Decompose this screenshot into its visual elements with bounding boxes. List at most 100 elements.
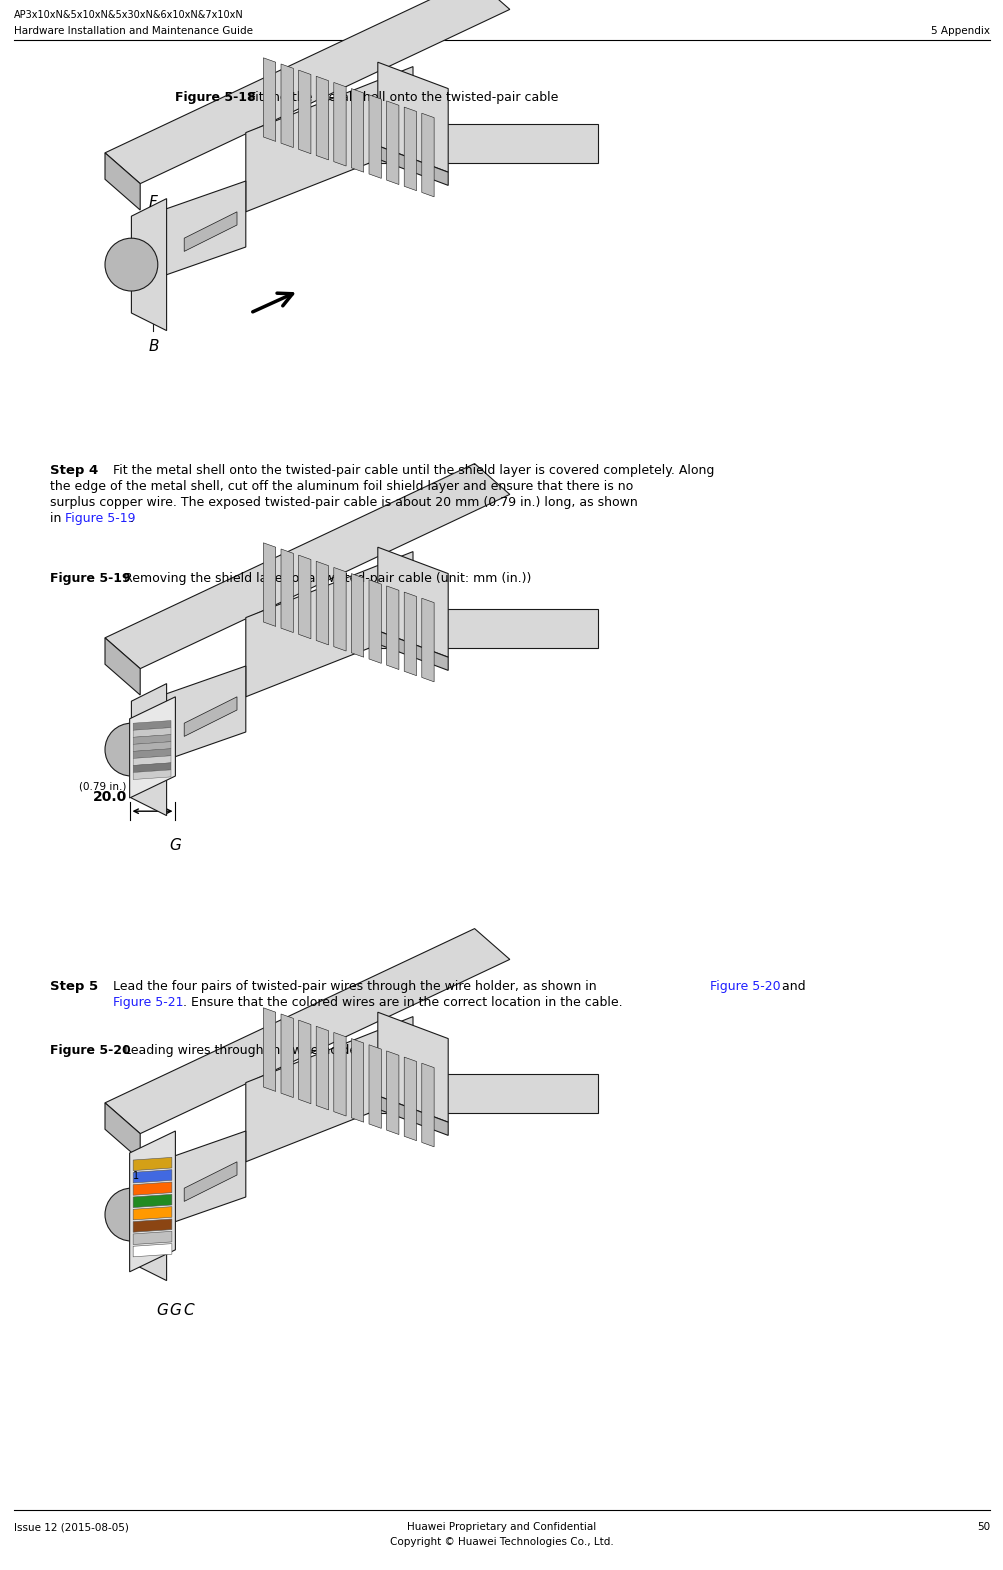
Polygon shape xyxy=(133,755,171,766)
Polygon shape xyxy=(281,1014,293,1097)
Text: AP3x10xN&5x10xN&5x30xN&6x10xN&7x10xN: AP3x10xN&5x10xN&5x30xN&6x10xN&7x10xN xyxy=(14,9,244,20)
Text: in: in xyxy=(50,512,65,524)
Polygon shape xyxy=(105,463,510,669)
Polygon shape xyxy=(133,769,171,780)
Text: Copyright © Huawei Technologies Co., Ltd.: Copyright © Huawei Technologies Co., Ltd… xyxy=(390,1537,613,1546)
Text: G: G xyxy=(170,1303,182,1317)
Polygon shape xyxy=(298,71,311,154)
Text: . Ensure that the colored wires are in the correct location in the cable.: . Ensure that the colored wires are in t… xyxy=(183,995,622,1010)
Text: (0.79 in.): (0.79 in.) xyxy=(79,782,126,791)
Polygon shape xyxy=(333,567,346,652)
Polygon shape xyxy=(281,550,293,633)
Polygon shape xyxy=(333,1033,346,1116)
Polygon shape xyxy=(421,1063,433,1146)
Polygon shape xyxy=(133,1182,172,1195)
Text: Huawei Proprietary and Confidential: Huawei Proprietary and Confidential xyxy=(407,1521,596,1532)
Polygon shape xyxy=(157,666,246,763)
Text: G: G xyxy=(156,1303,168,1317)
Polygon shape xyxy=(263,124,597,163)
Text: Figure 5-19: Figure 5-19 xyxy=(65,512,135,524)
Text: Removing the shield layer of a twisted-pair cable (unit: mm (in.)): Removing the shield layer of a twisted-p… xyxy=(120,571,531,586)
Ellipse shape xyxy=(105,239,157,290)
Polygon shape xyxy=(377,1013,447,1123)
Polygon shape xyxy=(316,1027,328,1110)
Polygon shape xyxy=(377,1096,447,1135)
Text: F: F xyxy=(148,195,157,210)
Polygon shape xyxy=(133,735,171,744)
Polygon shape xyxy=(404,592,416,675)
Polygon shape xyxy=(386,1050,398,1135)
Polygon shape xyxy=(281,64,293,148)
Polygon shape xyxy=(263,609,597,648)
Polygon shape xyxy=(133,1170,172,1182)
Text: Figure 5-20: Figure 5-20 xyxy=(709,980,780,992)
Polygon shape xyxy=(298,556,311,639)
Polygon shape xyxy=(133,1231,172,1245)
Polygon shape xyxy=(404,1057,416,1141)
Polygon shape xyxy=(105,928,510,1134)
Polygon shape xyxy=(184,697,237,736)
Polygon shape xyxy=(377,548,447,658)
Polygon shape xyxy=(184,1162,237,1201)
Polygon shape xyxy=(263,1008,276,1091)
Text: G: G xyxy=(170,838,182,853)
Polygon shape xyxy=(351,573,363,658)
Polygon shape xyxy=(351,88,363,173)
Text: Leading wires through the wire holder: Leading wires through the wire holder xyxy=(120,1044,362,1057)
Text: Lead the four pairs of twisted-pair wires through the wire holder, as shown in: Lead the four pairs of twisted-pair wire… xyxy=(113,980,600,992)
Ellipse shape xyxy=(105,1188,157,1240)
Polygon shape xyxy=(133,721,171,730)
Text: Figure 5-18: Figure 5-18 xyxy=(175,91,256,104)
Polygon shape xyxy=(133,1243,172,1258)
Polygon shape xyxy=(133,763,171,772)
Polygon shape xyxy=(129,697,176,798)
Polygon shape xyxy=(246,1017,412,1162)
Polygon shape xyxy=(133,1157,172,1171)
Polygon shape xyxy=(133,727,171,738)
Polygon shape xyxy=(369,94,381,179)
Polygon shape xyxy=(131,1149,166,1281)
Text: and: and xyxy=(777,980,804,992)
Polygon shape xyxy=(316,562,328,645)
Text: Figure 5-20: Figure 5-20 xyxy=(50,1044,130,1057)
Polygon shape xyxy=(246,551,412,697)
Polygon shape xyxy=(386,100,398,185)
Text: B: B xyxy=(148,339,158,355)
Polygon shape xyxy=(421,113,433,196)
Text: 1: 1 xyxy=(132,1171,138,1181)
Polygon shape xyxy=(184,212,237,251)
Polygon shape xyxy=(157,1130,246,1228)
Text: Step 5: Step 5 xyxy=(50,980,98,992)
Text: Step 4: Step 4 xyxy=(50,465,98,477)
Polygon shape xyxy=(263,1074,597,1113)
Text: 50: 50 xyxy=(976,1521,989,1532)
Text: Hardware Installation and Maintenance Guide: Hardware Installation and Maintenance Gu… xyxy=(14,27,253,36)
Ellipse shape xyxy=(105,724,157,776)
Text: 20.0: 20.0 xyxy=(92,790,126,804)
Polygon shape xyxy=(263,58,276,141)
Polygon shape xyxy=(105,1102,140,1160)
Polygon shape xyxy=(316,77,328,160)
Polygon shape xyxy=(133,1195,172,1207)
Polygon shape xyxy=(333,83,346,166)
Text: 5 Appendix: 5 Appendix xyxy=(930,27,989,36)
Polygon shape xyxy=(369,579,381,664)
Polygon shape xyxy=(105,0,510,184)
Text: Figure 5-19: Figure 5-19 xyxy=(50,571,130,586)
Polygon shape xyxy=(131,683,166,815)
Polygon shape xyxy=(386,586,398,669)
Polygon shape xyxy=(157,181,246,278)
Polygon shape xyxy=(377,63,447,173)
Polygon shape xyxy=(133,1218,172,1232)
Polygon shape xyxy=(129,1130,176,1272)
Text: .: . xyxy=(129,512,133,524)
Text: the edge of the metal shell, cut off the aluminum foil shield layer and ensure t: the edge of the metal shell, cut off the… xyxy=(50,480,633,493)
Polygon shape xyxy=(133,1207,172,1220)
Polygon shape xyxy=(246,66,412,212)
Polygon shape xyxy=(421,598,433,681)
Polygon shape xyxy=(377,631,447,670)
Polygon shape xyxy=(133,741,171,752)
Text: Fit the metal shell onto the twisted-pair cable until the shield layer is covere: Fit the metal shell onto the twisted-pai… xyxy=(113,465,714,477)
Text: Figure 5-21: Figure 5-21 xyxy=(113,995,184,1010)
Polygon shape xyxy=(263,543,276,626)
